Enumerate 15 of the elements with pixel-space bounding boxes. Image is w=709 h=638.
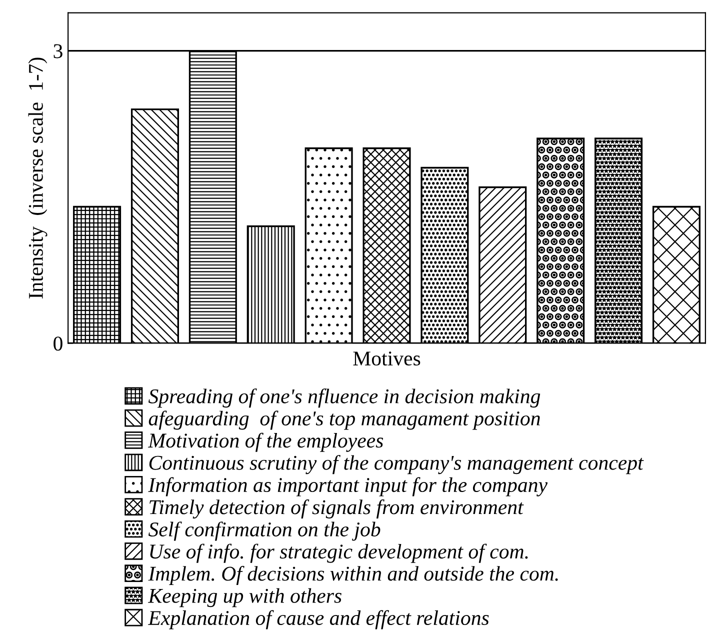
legend-label: Explanation of cause and effect relations xyxy=(148,610,489,630)
x-axis-title: Motives xyxy=(353,352,420,366)
legend-label: Timely detection of signals from environment xyxy=(150,499,524,519)
legend-label: Self confirmation on the job xyxy=(148,522,380,541)
legend-label: Motivation of the employees xyxy=(148,432,384,452)
legend-label: Continuous scrutiny of the company's management concept xyxy=(149,454,644,474)
legend-label: afeguarding of one's top managament position xyxy=(148,410,540,430)
legend-label: Keeping up with others xyxy=(148,588,342,608)
y-tick-label: 3 xyxy=(54,44,62,58)
legend-label: Implem. Of decisions within and outside the com. xyxy=(148,566,558,585)
legend-label: Information as important input for the company xyxy=(148,477,548,496)
legend-label: Use of info. for strategic development of com. xyxy=(150,544,528,563)
y-tick-label: 0 xyxy=(54,336,62,351)
legend-label: Spreading of one's nfluence in decision making xyxy=(148,388,540,408)
y-axis-title: Intensity (inverse scale 1-7) xyxy=(28,58,48,298)
